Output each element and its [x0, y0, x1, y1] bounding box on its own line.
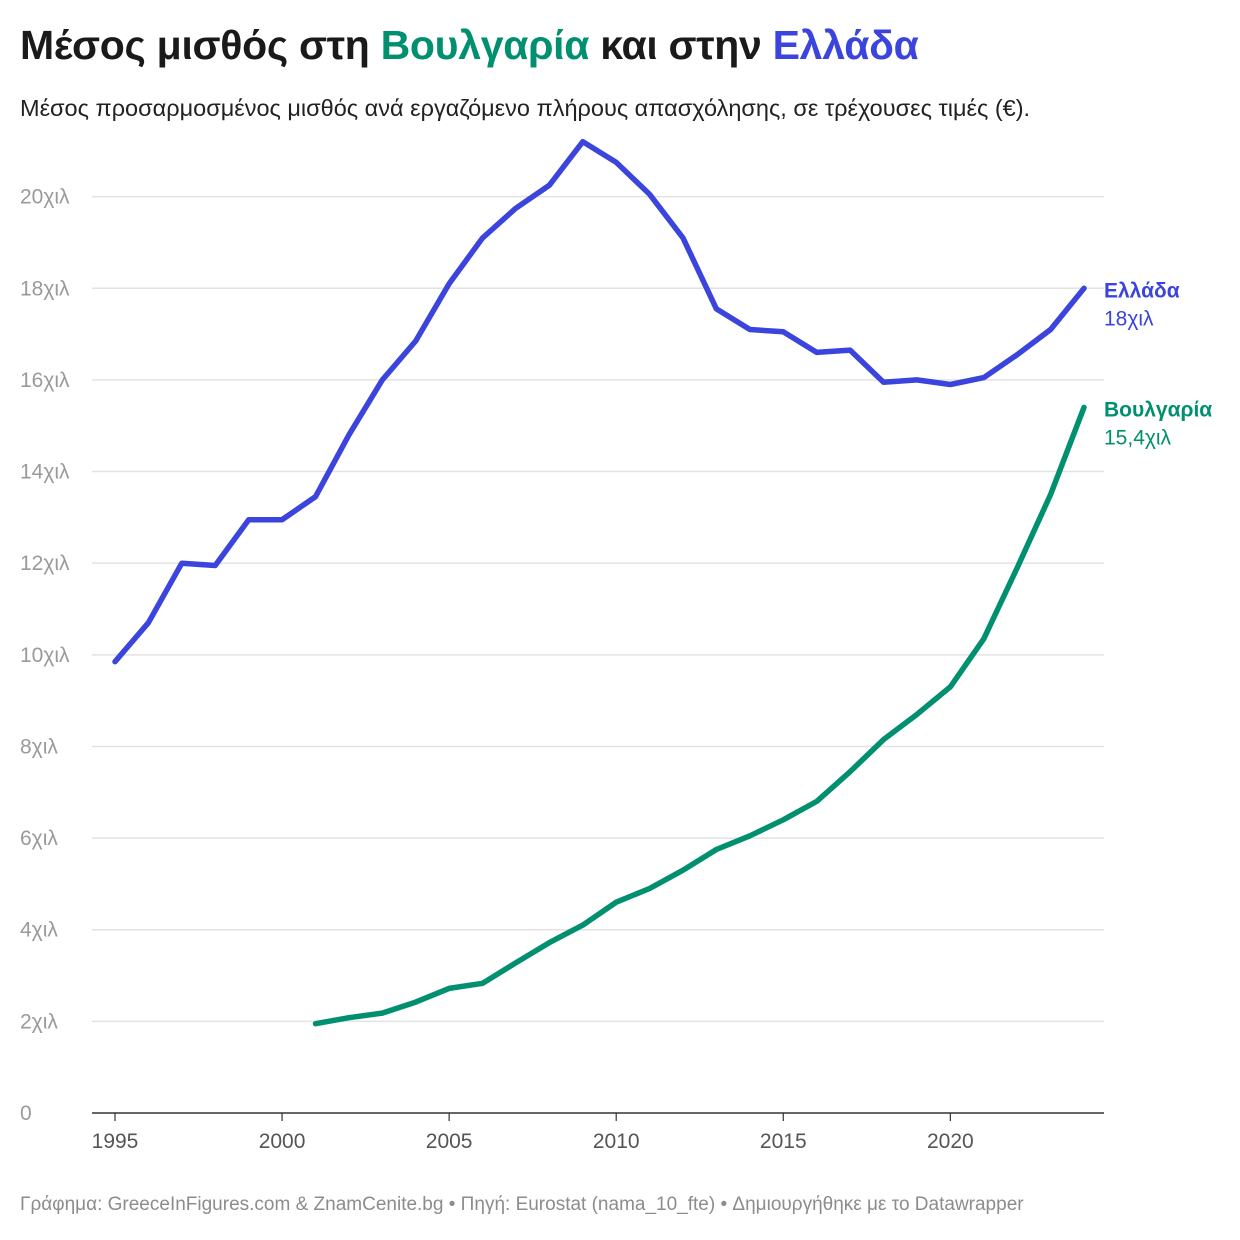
- title-bulgaria: Βουλγαρία: [380, 22, 590, 68]
- chart-footer: Γράφημα: GreeceInFigures.com & ZnamCenit…: [20, 1194, 1024, 1215]
- series-label-name: Βουλγαρία: [1104, 398, 1212, 421]
- y-tick-label: 12χιλ: [20, 552, 70, 575]
- x-tick-label: 1995: [92, 1130, 139, 1153]
- series-label-name: Ελλάδα: [1104, 279, 1180, 302]
- y-tick-label: 16χιλ: [20, 369, 70, 392]
- x-tick-label: 2005: [426, 1130, 473, 1153]
- y-tick-label: 8χιλ: [20, 735, 58, 758]
- x-axis-ticks: 1995 2000 2005 2010 2015 2020: [92, 1113, 974, 1153]
- y-tick-label: 6χιλ: [20, 827, 58, 850]
- line-chart: 0 2χιλ 4χιλ 6χιλ 8χιλ 10χιλ 12χιλ 14χιλ 16χιλ 18χ…: [20, 138, 1212, 1153]
- x-tick-label: 2020: [927, 1130, 974, 1153]
- y-tick-label: 10χιλ: [20, 644, 70, 667]
- series-lines: [112, 138, 1087, 1027]
- series-label-value: 15,4χιλ: [1104, 426, 1172, 449]
- y-tick-label: 18χιλ: [20, 277, 70, 300]
- y-tick-label: 2χιλ: [20, 1010, 58, 1033]
- title-middle: και στην: [589, 22, 773, 68]
- series-line-bulgaria: [312, 404, 1087, 1027]
- y-axis-ticks: 0 2χιλ 4χιλ 6χιλ 8χιλ 10χιλ 12χιλ 14χιλ 16χιλ 18χ…: [20, 186, 70, 1125]
- x-tick-label: 2000: [259, 1130, 306, 1153]
- y-tick-label: 14χιλ: [20, 461, 70, 484]
- y-tick-label: 20χιλ: [20, 186, 70, 209]
- x-tick-label: 2010: [593, 1130, 640, 1153]
- grid-lines: [92, 195, 1104, 1114]
- x-tick-label: 2015: [760, 1130, 807, 1153]
- chart-subtitle: Μέσος προσαρμοσμένος μισθός ανά εργαζόμε…: [20, 95, 1031, 121]
- title-greece: Ελλάδα: [772, 22, 919, 68]
- series-label-value: 18χιλ: [1104, 307, 1154, 330]
- y-tick-label: 0: [20, 1102, 32, 1125]
- y-tick-label: 4χιλ: [20, 919, 58, 942]
- chart-title: Μέσος μισθός στη Βουλγαρία και στην Ελλά…: [20, 22, 919, 69]
- series-line-greece: [112, 138, 1087, 665]
- series-end-labels: Ελλάδα 18χιλ Βουλγαρία 15,4χιλ: [1104, 279, 1212, 449]
- title-prefix: Μέσος μισθός στη: [20, 22, 381, 68]
